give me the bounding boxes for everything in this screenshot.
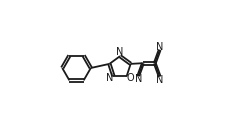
Text: N: N — [156, 75, 164, 85]
Text: N: N — [135, 74, 142, 84]
Text: N: N — [156, 42, 164, 52]
Text: N: N — [116, 47, 124, 57]
Text: N: N — [106, 73, 113, 83]
Text: O: O — [126, 73, 134, 83]
